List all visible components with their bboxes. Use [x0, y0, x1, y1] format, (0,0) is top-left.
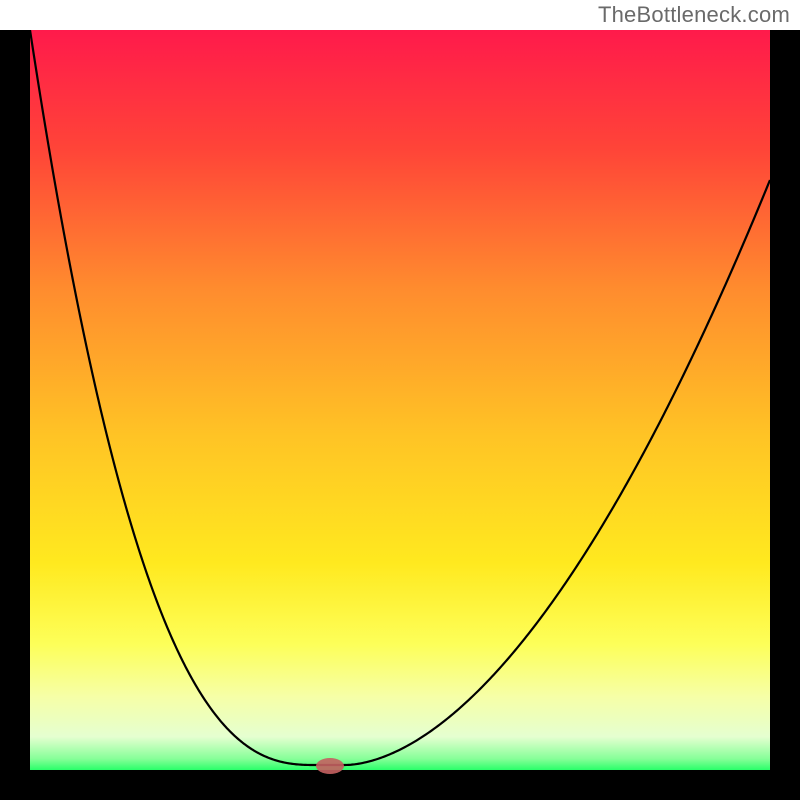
watermark-text: TheBottleneck.com [598, 2, 790, 28]
bottleneck-chart [0, 0, 800, 800]
optimum-marker [316, 758, 344, 774]
chart-container: TheBottleneck.com [0, 0, 800, 800]
